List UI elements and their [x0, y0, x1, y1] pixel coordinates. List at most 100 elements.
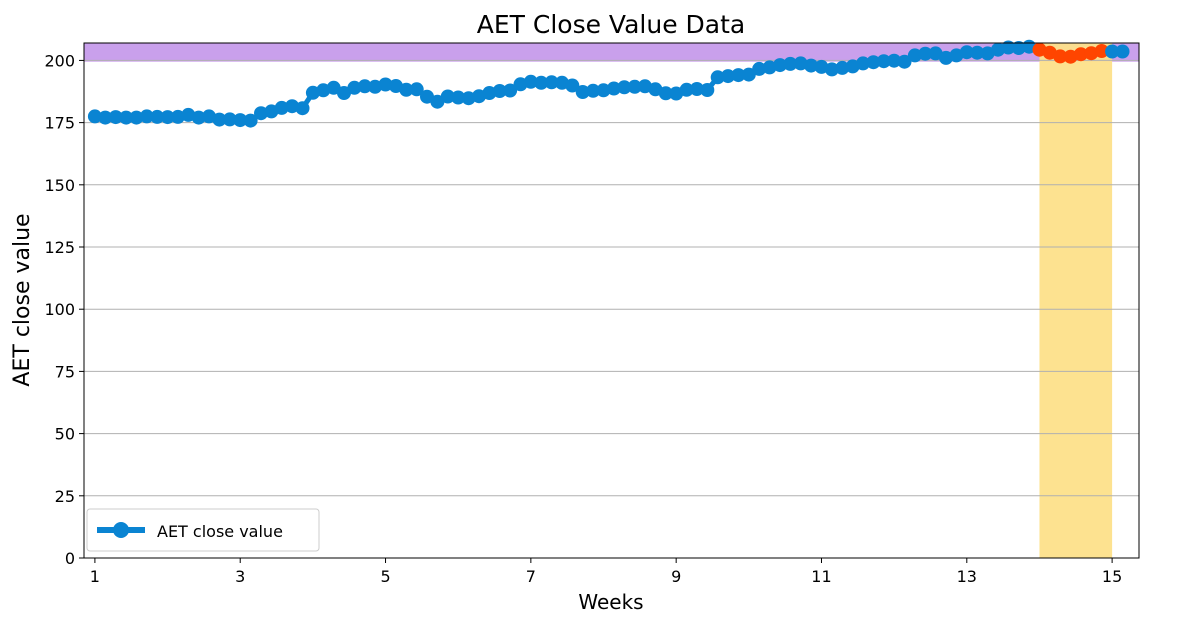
- data-point: [337, 86, 351, 100]
- data-point: [773, 58, 787, 73]
- data-point: [420, 89, 434, 104]
- y-tick-label: 175: [44, 114, 75, 133]
- background-bands: [84, 43, 1139, 558]
- data-point: [596, 83, 611, 98]
- data-point: [856, 56, 870, 71]
- axes: [83, 42, 1140, 559]
- y-tick-label: 100: [44, 300, 75, 319]
- legend-box: [86, 508, 320, 552]
- data-point: [658, 86, 673, 101]
- x-tick-label: 1: [90, 567, 100, 586]
- data-point: [461, 91, 476, 106]
- data-point: [876, 54, 891, 69]
- data-point: [119, 110, 134, 125]
- data-point: [108, 110, 123, 125]
- x-tick-label: 15: [1102, 567, 1122, 586]
- data-point: [710, 70, 725, 85]
- data-point: [575, 85, 590, 99]
- data-point: [399, 82, 414, 97]
- data-point: [897, 54, 912, 69]
- x-axis-label: Weeks: [578, 590, 643, 614]
- data-point: [129, 110, 144, 125]
- data-point: [347, 80, 362, 95]
- data-point: [170, 109, 185, 124]
- data-point: [804, 58, 819, 73]
- y-tick-label: 0: [65, 549, 75, 568]
- data-point: [970, 45, 985, 60]
- series-layer: [87, 39, 1130, 128]
- data-point: [430, 94, 445, 109]
- data-point: [440, 89, 455, 104]
- y-tick-label: 200: [44, 51, 75, 70]
- data-point: [835, 60, 850, 75]
- plot-frame: [83, 42, 1140, 559]
- y-tick-label: 25: [55, 487, 75, 506]
- vertical-band: [1039, 43, 1113, 558]
- data-point: [721, 69, 735, 84]
- legend-marker-swatch: [113, 522, 129, 538]
- data-point: [523, 74, 538, 89]
- chart-title: AET Close Value Data: [477, 10, 745, 39]
- x-tick-label: 3: [235, 567, 245, 586]
- x-tick-label: 7: [526, 567, 536, 586]
- x-tick-label: 5: [380, 567, 390, 586]
- data-point: [689, 82, 704, 96]
- data-point: [741, 67, 756, 82]
- data-point: [534, 75, 549, 90]
- data-point: [1105, 44, 1120, 59]
- data-point: [378, 77, 393, 92]
- data-point: [357, 79, 372, 94]
- highlighted-point: [1073, 47, 1088, 62]
- data-point: [1115, 44, 1130, 59]
- data-point: [368, 79, 383, 94]
- data-point: [503, 83, 518, 98]
- data-point: [752, 61, 767, 76]
- data-point: [617, 80, 632, 95]
- data-point: [565, 78, 580, 93]
- data-point: [222, 112, 237, 127]
- data-point: [295, 101, 310, 116]
- legend: AET close value: [86, 508, 320, 552]
- data-point: [98, 110, 113, 125]
- data-point: [87, 109, 102, 124]
- data-point: [1011, 41, 1026, 55]
- data-point: [959, 45, 974, 60]
- gridlines: [84, 59, 1139, 497]
- data-point: [326, 80, 341, 95]
- data-point: [866, 55, 881, 70]
- data-point: [492, 84, 507, 98]
- data-point: [212, 112, 227, 127]
- data-point: [824, 62, 839, 77]
- y-axis-label: AET close value: [10, 213, 35, 386]
- data-point: [150, 109, 165, 124]
- data-point: [160, 110, 175, 125]
- highlighted-point: [1053, 49, 1068, 64]
- data-point: [233, 113, 248, 128]
- data-point: [285, 99, 300, 114]
- data-point: [918, 46, 933, 61]
- data-point: [139, 109, 154, 124]
- highlighted-point: [1084, 46, 1099, 61]
- x-tick-label: 9: [671, 567, 681, 586]
- data-point: [254, 106, 268, 121]
- data-point: [274, 100, 289, 115]
- legend-label: AET close value: [157, 522, 283, 541]
- data-point: [887, 53, 902, 68]
- y-tick-label: 125: [44, 238, 75, 257]
- data-point: [586, 83, 601, 98]
- data-point: [409, 82, 424, 97]
- data-point: [679, 82, 694, 97]
- data-point: [731, 68, 746, 83]
- data-point: [243, 113, 258, 128]
- data-point: [627, 79, 642, 94]
- data-point: [451, 90, 466, 105]
- y-tick-label: 75: [55, 362, 75, 381]
- x-tick-label: 11: [811, 567, 831, 586]
- data-point: [1001, 40, 1016, 55]
- data-point: [606, 81, 621, 96]
- data-point: [907, 48, 922, 63]
- data-point: [700, 83, 715, 97]
- highlighted-point: [1094, 44, 1109, 58]
